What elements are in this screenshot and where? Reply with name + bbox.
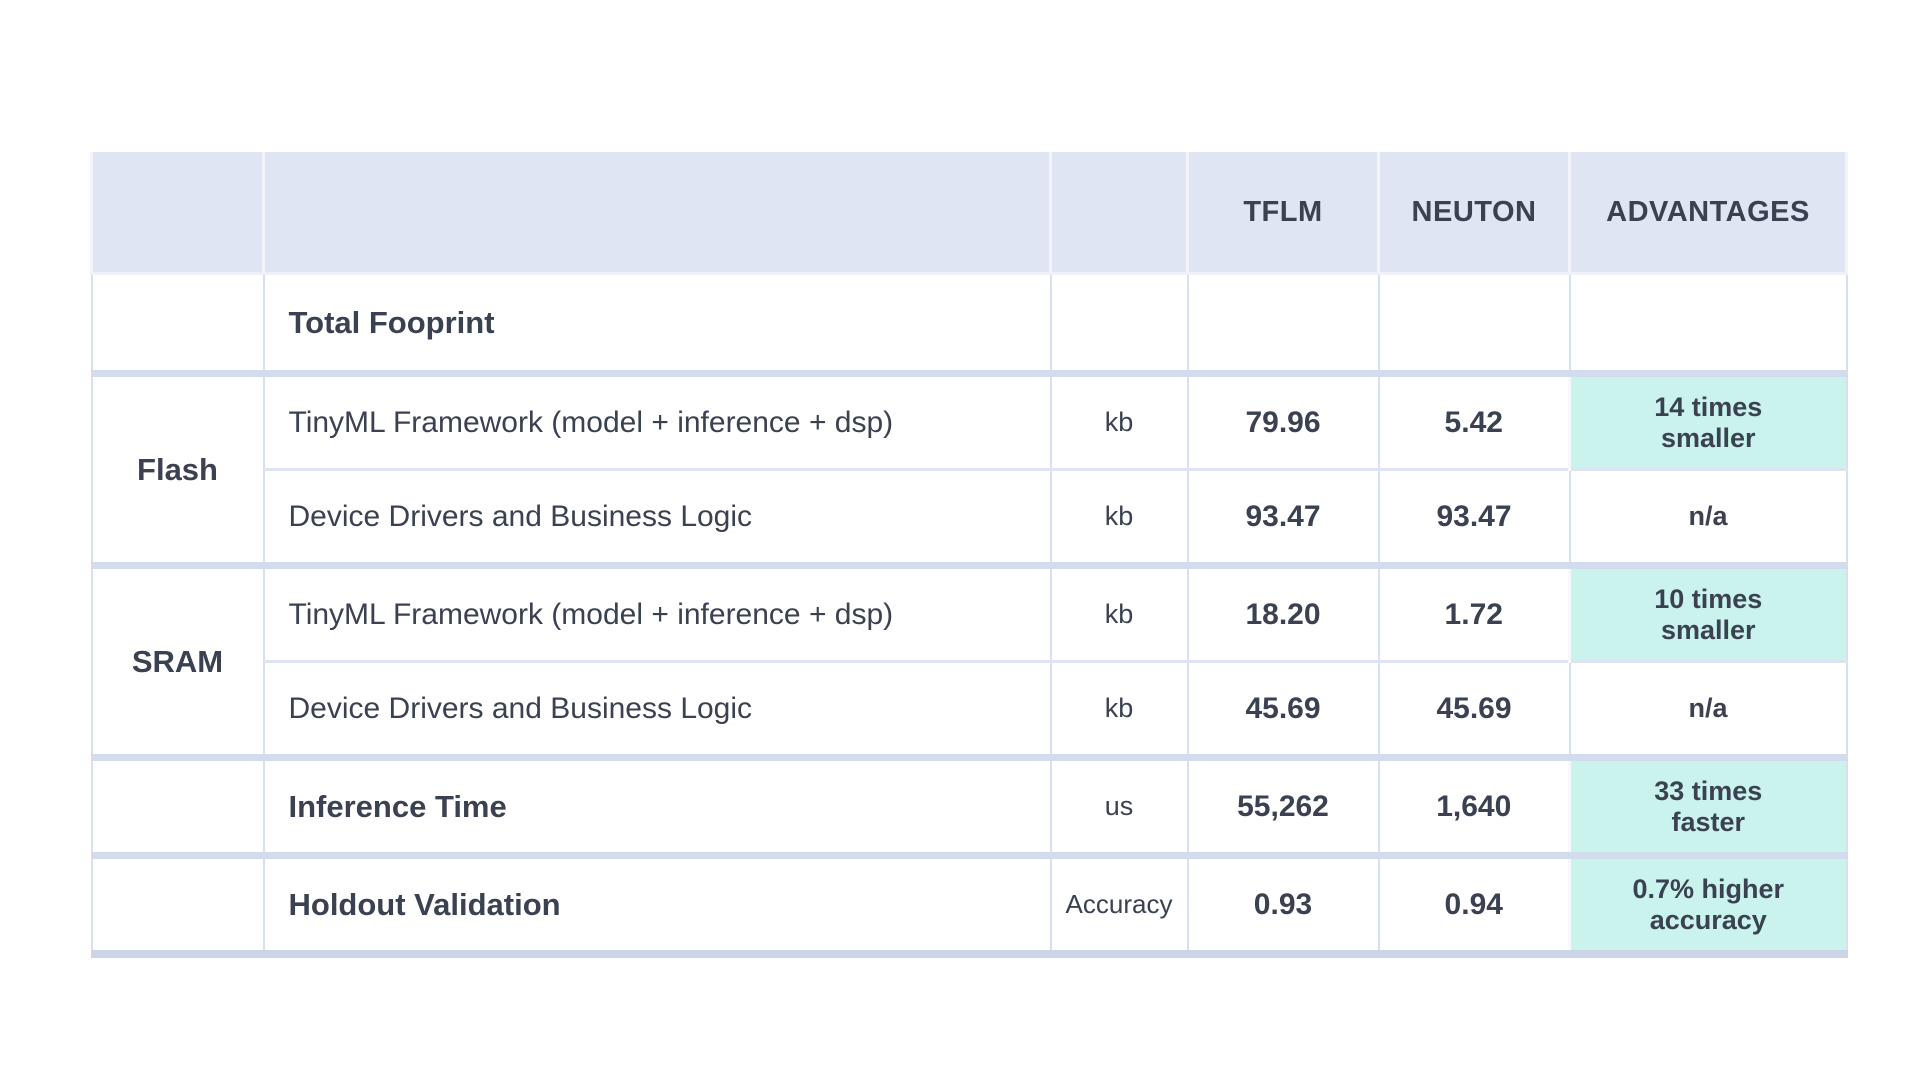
table-row-total-footprint: Total Fooprint	[90, 273, 1848, 374]
advantage-cell: n/a	[1568, 468, 1848, 566]
unit-cell: kb	[1049, 370, 1189, 470]
neuton-value-cell: 93.47	[1377, 468, 1571, 566]
advantage-cell-highlight: 10 times smaller	[1568, 562, 1848, 662]
header-cell-unit	[1049, 152, 1189, 275]
neuton-value-cell: 0.94	[1377, 852, 1571, 954]
tflm-value-cell: 18.20	[1186, 562, 1380, 662]
group-cell	[90, 852, 265, 954]
advantage-cell: n/a	[1568, 660, 1848, 758]
header-cell-tflm: TFLM	[1186, 152, 1380, 275]
unit-cell: us	[1049, 754, 1189, 856]
tflm-value-cell: 93.47	[1186, 468, 1380, 566]
tflm-value-cell: 55,262	[1186, 754, 1380, 856]
metric-cell: Total Fooprint	[262, 273, 1052, 374]
metric-cell: Holdout Validation	[262, 852, 1052, 954]
unit-cell	[1049, 273, 1189, 374]
group-cell	[90, 754, 265, 856]
advantage-cell-highlight: 14 times smaller	[1568, 370, 1848, 470]
group-cell-flash: Flash	[90, 370, 265, 566]
neuton-value-cell	[1377, 273, 1571, 374]
unit-cell: Accuracy	[1049, 852, 1189, 954]
group-cell	[90, 273, 265, 374]
advantage-cell-highlight: 33 times faster	[1568, 754, 1848, 856]
comparison-table: TFLM NEUTON ADVANTAGES Total Fooprint Fl…	[90, 152, 1848, 958]
table-row-inference-time: Inference Time us 55,262 1,640 33 times …	[90, 754, 1848, 856]
header-cell-neuton: NEUTON	[1377, 152, 1571, 275]
metric-cell: Device Drivers and Business Logic	[262, 660, 1052, 758]
table-row-flash-framework: Flash TinyML Framework (model + inferenc…	[90, 370, 1848, 566]
metric-cell: Device Drivers and Business Logic	[262, 468, 1052, 566]
tflm-value-cell: 0.93	[1186, 852, 1380, 954]
neuton-value-cell: 1.72	[1377, 562, 1571, 662]
header-cell-advantages: ADVANTAGES	[1568, 152, 1848, 275]
metric-cell: TinyML Framework (model + inference + ds…	[262, 562, 1052, 662]
metric-cell: Inference Time	[262, 754, 1052, 856]
metric-cell: TinyML Framework (model + inference + ds…	[262, 370, 1052, 470]
advantage-cell-highlight: 0.7% higher accuracy	[1568, 852, 1848, 954]
unit-cell: kb	[1049, 562, 1189, 662]
neuton-value-cell: 45.69	[1377, 660, 1571, 758]
group-cell-sram: SRAM	[90, 562, 265, 758]
tflm-value-cell: 79.96	[1186, 370, 1380, 470]
header-cell-metric	[262, 152, 1052, 275]
table-row-holdout-validation: Holdout Validation Accuracy 0.93 0.94 0.…	[90, 852, 1848, 954]
neuton-value-cell: 1,640	[1377, 754, 1571, 856]
neuton-value-cell: 5.42	[1377, 370, 1571, 470]
table-row-sram-framework: SRAM TinyML Framework (model + inference…	[90, 562, 1848, 758]
unit-cell: kb	[1049, 660, 1189, 758]
table-header-row: TFLM NEUTON ADVANTAGES	[90, 152, 1848, 275]
advantage-cell	[1568, 273, 1848, 374]
table-row-flash-drivers: Device Drivers and Business Logic kb 93.…	[92, 468, 1848, 566]
header-cell-group	[90, 152, 265, 275]
tflm-value-cell	[1186, 273, 1380, 374]
tflm-value-cell: 45.69	[1186, 660, 1380, 758]
table-row-sram-drivers: Device Drivers and Business Logic kb 45.…	[92, 660, 1848, 758]
unit-cell: kb	[1049, 468, 1189, 566]
